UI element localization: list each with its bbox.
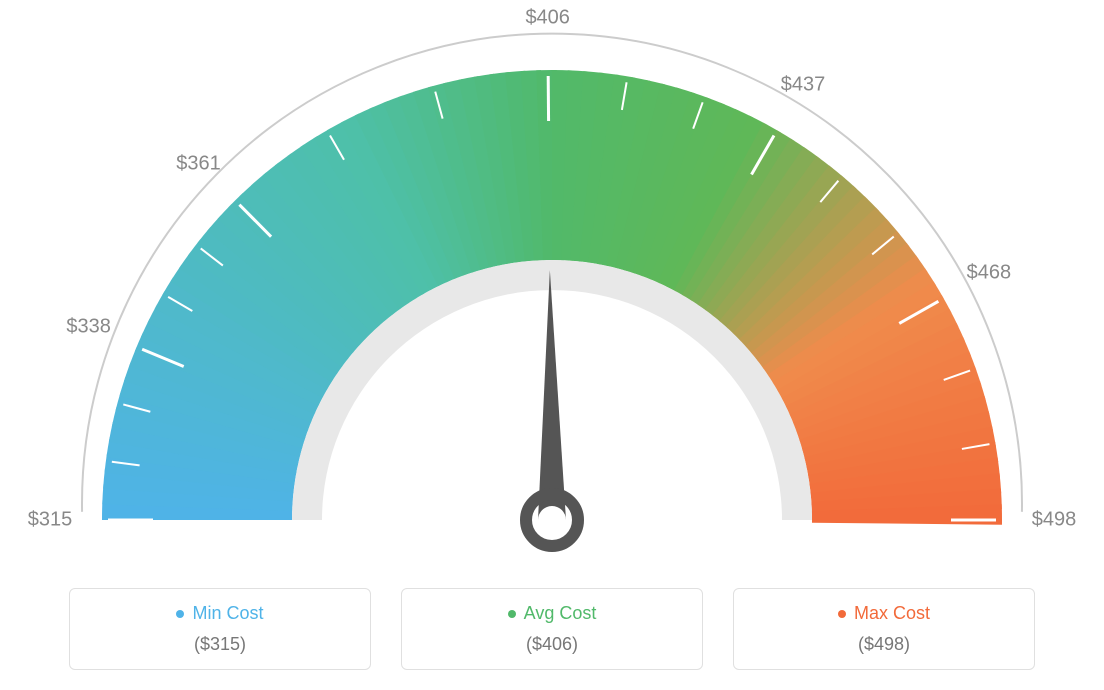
gauge-tick-label: $361 xyxy=(176,152,221,175)
legend-min-label: Min Cost xyxy=(176,603,263,624)
gauge-svg xyxy=(0,0,1104,570)
legend-max-label: Max Cost xyxy=(838,603,930,624)
legend-min-cost: Min Cost ($315) xyxy=(69,588,371,670)
gauge-tick-label: $437 xyxy=(781,74,826,97)
legend-min-value: ($315) xyxy=(90,634,350,655)
gauge-tick-label: $468 xyxy=(967,261,1012,284)
gauge-tick-label: $498 xyxy=(1032,509,1077,532)
legend-max-dot xyxy=(838,610,846,618)
legend-avg-value: ($406) xyxy=(422,634,682,655)
gauge-tick-label: $338 xyxy=(66,315,111,338)
legend-avg-dot xyxy=(508,610,516,618)
legend-max-value: ($498) xyxy=(754,634,1014,655)
legend-min-dot xyxy=(176,610,184,618)
legend-max-cost: Max Cost ($498) xyxy=(733,588,1035,670)
gauge-chart-container: $315 $338 $361 $406 $437 $468 $498 Min Cost ($… xyxy=(0,0,1104,690)
gauge-tick-label: $406 xyxy=(525,7,570,30)
legend-avg-label: Avg Cost xyxy=(508,603,597,624)
legend-avg-text: Avg Cost xyxy=(524,603,597,624)
gauge-tick-label: $315 xyxy=(28,509,73,532)
legend-max-text: Max Cost xyxy=(854,603,930,624)
legend-min-text: Min Cost xyxy=(192,603,263,624)
legend-row: Min Cost ($315) Avg Cost ($406) Max Cost… xyxy=(0,588,1104,670)
gauge-area: $315 $338 $361 $406 $437 $468 $498 xyxy=(0,0,1104,570)
legend-avg-cost: Avg Cost ($406) xyxy=(401,588,703,670)
